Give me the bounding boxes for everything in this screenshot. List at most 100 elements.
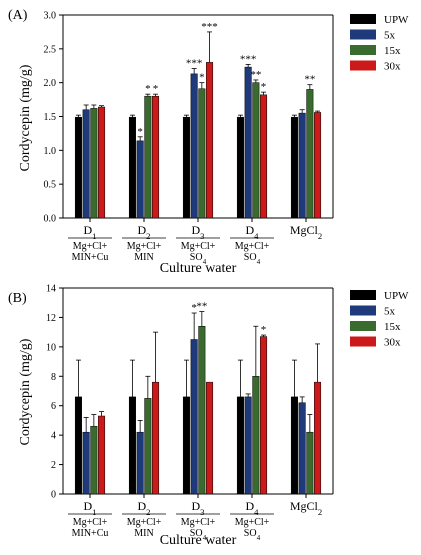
y-tick-label: 0: [51, 490, 56, 501]
x-group-sublabel: MIN: [134, 528, 153, 539]
legend-swatch: [350, 45, 376, 55]
legend-label: 30x: [384, 337, 401, 349]
legend-label: 15x: [384, 321, 401, 333]
bar-30x: [260, 336, 268, 495]
bar-5x: [82, 109, 90, 219]
legend-swatch: [350, 336, 376, 347]
significance-mark: *: [199, 72, 205, 84]
x-group-sublabel: SO4: [190, 252, 207, 266]
x-group-sublabel: MIN+Cu: [72, 528, 109, 539]
legend-swatch: [350, 14, 376, 24]
bar-5x: [82, 431, 90, 495]
legend-label: 5x: [384, 30, 396, 42]
legend-label: UPW: [384, 14, 409, 26]
y-tick-label: 10: [46, 342, 56, 353]
bar-15x: [252, 82, 260, 219]
x-group-sublabel: Mg+Cl+: [181, 241, 216, 252]
y-tick-label: 14: [46, 284, 56, 295]
y-tick-label: 0.0: [44, 214, 57, 225]
legend-label: 15x: [384, 45, 401, 57]
bar-5x: [244, 396, 252, 495]
bar-5x: [190, 73, 198, 219]
significance-mark: **: [196, 301, 207, 313]
x-group-sublabel: Mg+Cl+: [127, 517, 162, 528]
y-tick-label: 12: [46, 313, 56, 324]
legend: UPW 5x 15x 30x: [350, 14, 409, 73]
bar-15x: [144, 398, 152, 495]
bar-upw: [182, 396, 190, 495]
legend: UPW 5x 15x 30x: [350, 290, 409, 349]
panel-label: (B): [8, 291, 27, 306]
significance-mark: *: [261, 81, 267, 93]
legend-label: 5x: [384, 306, 396, 318]
bar-15x: [306, 431, 314, 495]
x-group-sublabel: Mg+Cl+: [235, 241, 270, 252]
significance-mark: *: [153, 83, 159, 95]
bar-15x: [144, 95, 152, 219]
y-tick-label: 3.0: [44, 11, 57, 22]
x-group-sublabel: Mg+Cl+: [73, 517, 108, 528]
x-group-label: MgCl2: [290, 499, 322, 517]
significance-mark: ***: [240, 53, 257, 65]
y-tick-label: 2.5: [44, 44, 57, 55]
y-tick-label: 8: [51, 372, 56, 383]
bar-upw: [74, 116, 82, 219]
bar-30x: [206, 62, 214, 219]
bar-upw: [128, 396, 136, 495]
bar-upw: [236, 116, 244, 219]
bar-5x: [298, 112, 306, 219]
bar-30x: [152, 95, 160, 219]
significance-mark: *: [261, 324, 267, 336]
x-group-sublabel: Mg+Cl+: [235, 517, 270, 528]
x-axis-title: Culture water: [160, 261, 237, 276]
y-tick-label: 6: [51, 401, 56, 412]
chart-panel-a: (A) 0.0 0.5 1.0 1.5 2.0 2.5 3.0 Cordycepin (mg/g…: [8, 8, 409, 276]
bar-15x: [90, 108, 98, 219]
y-tick-label: 1.0: [44, 146, 57, 157]
y-tick-label: 4: [51, 431, 56, 442]
bar-15x: [252, 376, 260, 495]
bar-upw: [128, 116, 136, 219]
legend-swatch: [350, 60, 376, 71]
x-axis-title: Culture water: [160, 533, 237, 548]
bar-15x: [90, 426, 98, 495]
legend-label: UPW: [384, 290, 409, 302]
bar-30x: [98, 415, 106, 495]
bar-upw: [236, 396, 244, 495]
legend-swatch: [350, 29, 376, 40]
bar-30x: [260, 94, 268, 219]
y-tick-label: 2: [51, 460, 56, 471]
bar-30x: [98, 106, 106, 219]
legend-swatch: [350, 321, 376, 331]
bar-5x: [298, 402, 306, 495]
bar-5x: [190, 339, 198, 495]
y-axis-title: Cordycepin (mg/g): [18, 338, 33, 445]
bar-upw: [74, 396, 82, 495]
legend-swatch: [350, 305, 376, 316]
panel-label: (A): [8, 8, 28, 23]
bar-30x: [206, 381, 214, 495]
bar-5x: [244, 66, 252, 219]
x-group-sublabel: MIN: [134, 252, 153, 263]
bar-upw: [290, 396, 298, 495]
significance-mark: **: [250, 69, 261, 81]
legend-swatch: [350, 290, 376, 300]
x-group-sublabel: SO4: [190, 528, 207, 542]
bar-5x: [136, 431, 144, 495]
y-tick-label: 1.5: [44, 112, 57, 123]
x-group-sublabel: Mg+Cl+: [127, 241, 162, 252]
significance-mark: **: [304, 74, 315, 86]
bar-5x: [136, 140, 144, 219]
bar-30x: [152, 381, 160, 495]
x-group-sublabel: MIN+Cu: [72, 252, 109, 263]
bar-upw: [182, 116, 190, 219]
significance-mark: *: [191, 302, 197, 314]
bar-15x: [306, 89, 314, 219]
bar-upw: [290, 116, 298, 219]
y-tick-label: 0.5: [44, 180, 57, 191]
significance-mark: ***: [201, 21, 218, 33]
significance-mark: ***: [186, 57, 203, 69]
y-tick-label: 2.0: [44, 78, 57, 89]
